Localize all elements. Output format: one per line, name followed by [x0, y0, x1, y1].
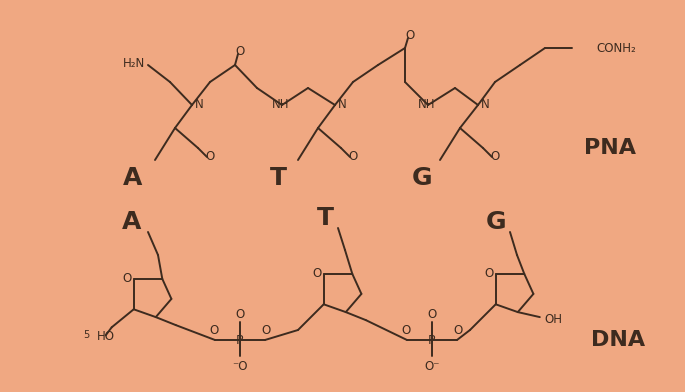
Text: CONH₂: CONH₂ [596, 42, 636, 54]
Text: N: N [195, 98, 203, 111]
Text: NH: NH [419, 98, 436, 111]
Text: O: O [406, 29, 414, 42]
Text: O: O [453, 323, 462, 336]
Text: O: O [262, 323, 271, 336]
Text: P: P [236, 334, 244, 347]
Text: A: A [123, 166, 142, 190]
Text: A: A [123, 210, 142, 234]
Text: P: P [428, 334, 436, 347]
Text: ⁻O: ⁻O [232, 361, 248, 374]
Text: O: O [206, 149, 214, 163]
Text: PNA: PNA [584, 138, 636, 158]
Text: O: O [236, 307, 245, 321]
Text: O: O [401, 323, 410, 336]
Text: HO: HO [97, 330, 114, 343]
Text: O: O [349, 149, 358, 163]
Text: O: O [427, 307, 436, 321]
Text: O: O [484, 267, 493, 280]
Text: G: G [486, 210, 506, 234]
Text: 5: 5 [84, 330, 90, 340]
Text: G: G [412, 166, 432, 190]
Text: O: O [236, 45, 245, 58]
Text: O⁻: O⁻ [424, 361, 440, 374]
Text: O: O [122, 272, 132, 285]
Text: O: O [490, 149, 499, 163]
Text: N: N [338, 98, 347, 111]
Text: NH: NH [272, 98, 290, 111]
Text: H₂N: H₂N [123, 56, 145, 69]
Text: N: N [481, 98, 489, 111]
Text: O: O [312, 267, 321, 280]
Text: T: T [269, 166, 286, 190]
Text: DNA: DNA [591, 330, 645, 350]
Text: T: T [316, 206, 334, 230]
Text: O: O [210, 323, 219, 336]
Text: OH: OH [545, 312, 563, 326]
